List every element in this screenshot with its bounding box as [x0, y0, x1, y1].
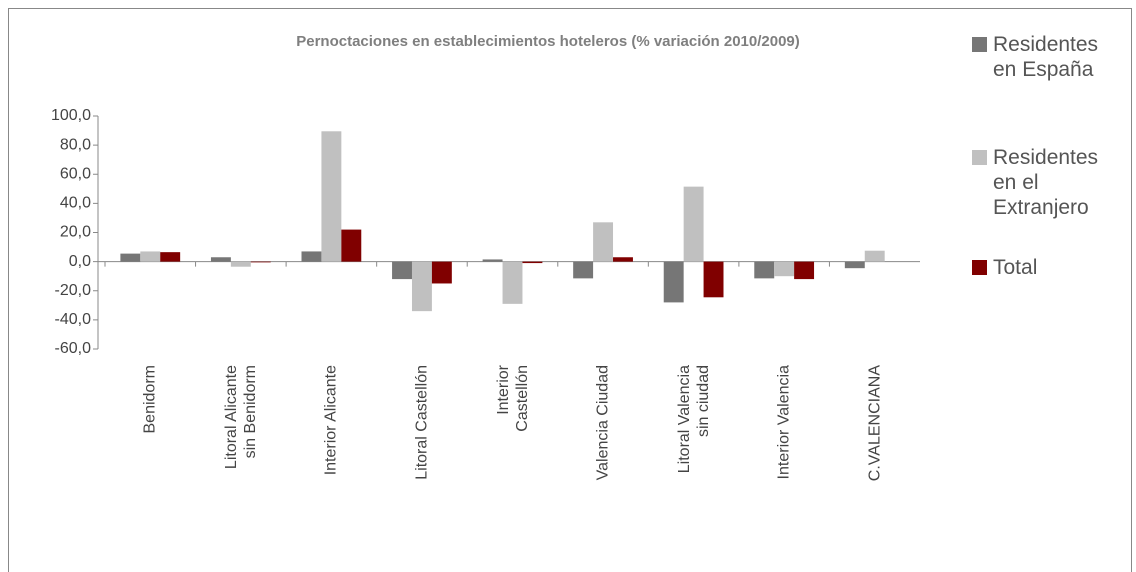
legend-swatch [972, 150, 987, 165]
y-tick-label: 80,0 [60, 136, 91, 153]
x-tick-label: Interior Castellón [494, 365, 531, 432]
y-tick-label: 0,0 [69, 253, 91, 270]
bar [754, 261, 775, 279]
x-tick-label: Interior Valencia [775, 365, 793, 480]
legend-swatch [972, 260, 987, 275]
x-tick-label: Interior Alicante [322, 365, 340, 476]
y-tick-label: 60,0 [60, 165, 91, 182]
bar [321, 131, 342, 262]
x-tick-label: Benidorm [141, 365, 159, 434]
bar [482, 259, 503, 262]
x-tick-label: Litoral Castellón [413, 365, 431, 480]
legend-label: Residentes en el Extranjero [993, 146, 1099, 219]
legend-swatch [972, 37, 987, 52]
bar [613, 257, 633, 262]
x-tick-label: Valencia Ciudad [594, 365, 612, 481]
chart-title: Pernoctaciones en establecimientos hotel… [296, 33, 800, 50]
bar [573, 261, 594, 279]
frame [8, 8, 1132, 572]
bar [593, 222, 614, 262]
bar [120, 253, 141, 262]
y-tick-label: 100,0 [51, 107, 91, 124]
bar [140, 251, 161, 262]
legend-label: Residentes en España [993, 33, 1099, 81]
x-tick-label: Litoral Alicante sin Benidorm [222, 365, 259, 470]
bar [703, 261, 724, 298]
x-tick-label: Litoral Valencia sin ciudad [675, 365, 712, 474]
bar [230, 261, 251, 267]
x-tick-label: C.VALENCIANA [866, 365, 884, 482]
bar [250, 261, 271, 263]
y-tick-label: 20,0 [60, 224, 91, 241]
y-tick-label: -20,0 [55, 282, 92, 299]
bar [794, 261, 815, 280]
bar [844, 261, 865, 269]
bar [210, 257, 231, 262]
bar [683, 186, 704, 262]
bar [392, 261, 412, 280]
bar [774, 261, 795, 277]
y-tick-label: -40,0 [55, 311, 92, 328]
y-tick-label: -60,0 [55, 340, 92, 357]
bar [341, 229, 362, 262]
bar [411, 261, 432, 312]
bar [431, 261, 452, 284]
bar [663, 261, 684, 303]
legend-label: Total [993, 256, 1038, 279]
bar [864, 250, 885, 262]
bar [160, 252, 181, 262]
bar [522, 261, 543, 264]
bar [502, 261, 523, 304]
bar [301, 251, 322, 262]
y-tick-label: 40,0 [60, 195, 91, 212]
